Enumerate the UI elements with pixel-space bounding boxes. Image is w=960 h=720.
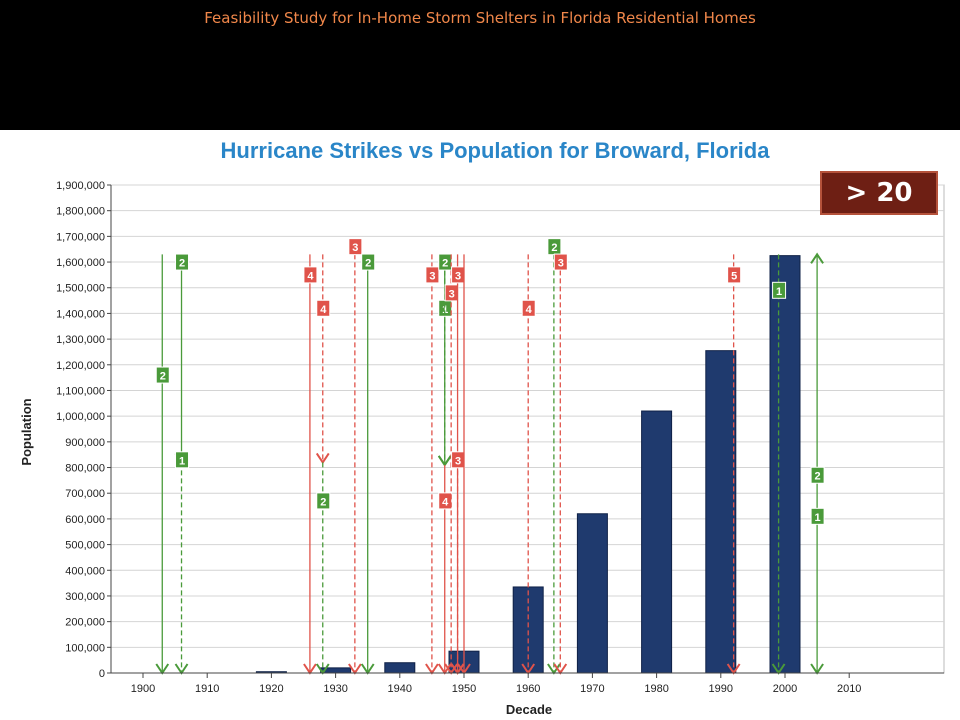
slide-title: Feasibility Study for In-Home Storm Shel… — [204, 9, 756, 27]
strike-category-label: 3 — [558, 258, 564, 270]
x-tick-label: 1940 — [388, 683, 412, 695]
x-tick-label: 2010 — [837, 683, 861, 695]
axes: 0 100,000 200,000 300,000 400,000 500,000 600,… — [56, 180, 944, 695]
bar-1970 — [576, 513, 608, 674]
y-tick-label: 1,400,000 — [56, 308, 105, 320]
strike-category-badge — [438, 253, 453, 271]
y-tick-label: 1,900,000 — [56, 180, 105, 192]
x-tick-label: 1970 — [580, 683, 604, 695]
strike-category-badge — [727, 266, 742, 284]
strike-category-label: 2 — [551, 242, 557, 254]
strike-category-label: 2 — [320, 496, 326, 508]
strike-category-label: 1 — [179, 455, 185, 467]
y-tick-label: 100,000 — [65, 642, 105, 654]
x-tick-label: 1920 — [259, 683, 283, 695]
x-tick-label: 2000 — [773, 683, 797, 695]
arrow-down-icon — [315, 452, 330, 465]
strike-category-badge — [361, 253, 376, 271]
strike-category-label: 2 — [815, 471, 821, 483]
strike-category-badge — [521, 299, 536, 317]
threshold-badge: > 20 — [820, 171, 938, 215]
strike-category-label: 3 — [455, 455, 461, 467]
x-tick-label: 1930 — [323, 683, 347, 695]
x-tick-label: 1910 — [195, 683, 219, 695]
y-tick-label: 800,000 — [65, 463, 105, 475]
strike-category-label: 2 — [179, 258, 185, 270]
chart-title: Hurricane Strikes vs Population for Brow… — [221, 138, 771, 163]
strike-category-label: 3 — [429, 270, 435, 282]
strike-category-label: 3 — [455, 270, 461, 282]
strike-category-badge — [303, 266, 318, 284]
chart-panel: Hurricane Strikes vs Population for Brow… — [0, 130, 960, 720]
strike-category-badge — [810, 466, 825, 484]
strike-category-badge — [175, 253, 190, 271]
strike-category-label: 2 — [442, 258, 448, 270]
y-axis-label: Population — [19, 398, 34, 465]
bars — [255, 255, 801, 674]
strike-category-label: 2 — [160, 371, 166, 383]
arrow-up-icon — [810, 252, 824, 264]
x-tick-label: 1960 — [516, 683, 540, 695]
y-tick-label: 1,000,000 — [56, 411, 105, 423]
strike-category-badge — [348, 238, 363, 256]
chart: Hurricane Strikes vs Population for Brow… — [19, 138, 945, 717]
strike-category-label: 5 — [731, 270, 737, 282]
strike-category-label: 1 — [815, 512, 821, 524]
strike-category-label: 3 — [352, 242, 358, 254]
x-tick-label: 1950 — [452, 683, 476, 695]
y-tick-label: 200,000 — [65, 617, 105, 629]
strike-category-badge — [155, 366, 170, 384]
y-tick-label: 400,000 — [65, 565, 105, 577]
strike-category-label: 1 — [442, 304, 448, 316]
y-tick-label: 1,500,000 — [56, 283, 105, 295]
bar-1980 — [641, 410, 673, 674]
bar-1990 — [705, 350, 737, 674]
strike-category-label: 3 — [449, 288, 455, 300]
strike-category-badge — [810, 507, 825, 525]
x-tick-label: 1990 — [709, 683, 733, 695]
x-tick-label: 1980 — [644, 683, 668, 695]
x-tick-label: 1900 — [131, 683, 155, 695]
strike-category-label: 4 — [307, 270, 314, 282]
strike-category-label: 1 — [776, 286, 782, 298]
strike-category-label: 2 — [365, 258, 371, 270]
y-tick-label: 600,000 — [65, 514, 105, 526]
y-tick-label: 1,700,000 — [56, 231, 105, 243]
y-tick-label: 900,000 — [65, 437, 105, 449]
strike-category-badge — [553, 253, 568, 271]
y-tick-label: 1,200,000 — [56, 360, 105, 372]
y-tick-label: 300,000 — [65, 591, 105, 603]
strike-category-badge — [425, 266, 440, 284]
bar-2000 — [769, 255, 801, 674]
strike-category-label: 4 — [320, 304, 327, 316]
strike-category-badge — [316, 492, 331, 510]
strike-category-badge — [438, 492, 453, 510]
strike-category-label: 4 — [442, 496, 449, 508]
y-tick-label: 1,600,000 — [56, 257, 105, 269]
y-tick-label: 1,800,000 — [56, 206, 105, 218]
y-tick-label: 0 — [99, 668, 105, 680]
strike-category-badge — [175, 451, 190, 469]
y-tick-label: 1,100,000 — [56, 385, 105, 397]
x-axis-label: Decade — [506, 702, 552, 717]
strike-category-badge — [772, 281, 787, 299]
strike-category-label: 4 — [526, 304, 533, 316]
bar-1940 — [384, 662, 416, 674]
y-tick-label: 700,000 — [65, 488, 105, 500]
y-tick-label: 1,300,000 — [56, 334, 105, 346]
strike-category-badge — [316, 299, 331, 317]
y-tick-label: 500,000 — [65, 540, 105, 552]
